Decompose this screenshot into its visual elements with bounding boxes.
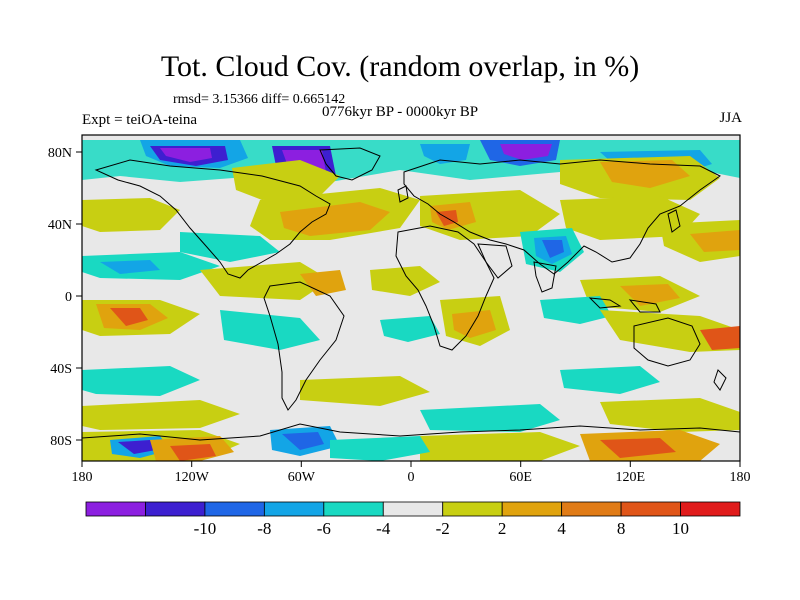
lon-tick-label: 180 xyxy=(730,470,751,485)
colorbar-swatch xyxy=(204,501,265,517)
colorbar-label: -4 xyxy=(376,519,391,538)
stats-label: rmsd= 3.15366 diff= 0.665142 xyxy=(173,92,346,107)
colorbar-label: 8 xyxy=(617,519,626,538)
colorbar-label: -10 xyxy=(194,519,217,538)
lat-tick-label: 0 xyxy=(65,290,72,305)
colorbar-label: 2 xyxy=(498,519,507,538)
coastlines xyxy=(82,147,740,441)
colorbar-label: -8 xyxy=(257,519,271,538)
anomaly-field xyxy=(82,140,740,461)
season-label: JJA xyxy=(719,110,742,126)
colorbar xyxy=(85,501,741,517)
lat-tick-label: 80N xyxy=(48,146,72,161)
lat-tick-label: 40S xyxy=(50,362,72,377)
lon-tick-label: 180 xyxy=(72,470,93,485)
colorbar-swatch xyxy=(442,501,503,517)
colorbar-swatch xyxy=(382,501,444,517)
lat-tick-label: 40N xyxy=(48,218,72,233)
lat-axis xyxy=(76,151,82,441)
colorbar-swatch xyxy=(263,501,325,517)
lon-tick-label: 120E xyxy=(616,470,646,485)
colorbar-swatch xyxy=(85,501,146,517)
map-panel xyxy=(82,135,740,461)
period-label: 0776kyr BP - 0000kyr BP xyxy=(322,104,479,120)
colorbar-swatch xyxy=(323,501,384,517)
lon-axis xyxy=(81,461,741,467)
lon-tick-label: 60E xyxy=(509,470,532,485)
colorbar-swatch xyxy=(501,501,563,517)
colorbar-swatch xyxy=(561,501,622,517)
colorbar-swatch xyxy=(620,501,681,517)
colorbar-labels: -10 -8 -6 -4 -2 2 4 8 10 xyxy=(194,519,689,538)
map-title: Tot. Cloud Cov. (random overlap, in %) xyxy=(160,50,640,83)
colorbar-label: 4 xyxy=(557,519,566,538)
lat-tick-label: 80S xyxy=(50,434,72,449)
colorbar-label: -6 xyxy=(317,519,331,538)
colorbar-swatch xyxy=(145,501,206,517)
lon-tick-label: 120W xyxy=(175,470,210,485)
lon-tick-label: 0 xyxy=(408,470,415,485)
lon-tick-label: 60W xyxy=(288,470,316,485)
experiment-label: Expt = teiOA-teina xyxy=(82,112,198,128)
colorbar-label: -2 xyxy=(436,519,450,538)
colorbar-label: 10 xyxy=(672,519,689,538)
colorbar-swatch xyxy=(680,501,741,517)
